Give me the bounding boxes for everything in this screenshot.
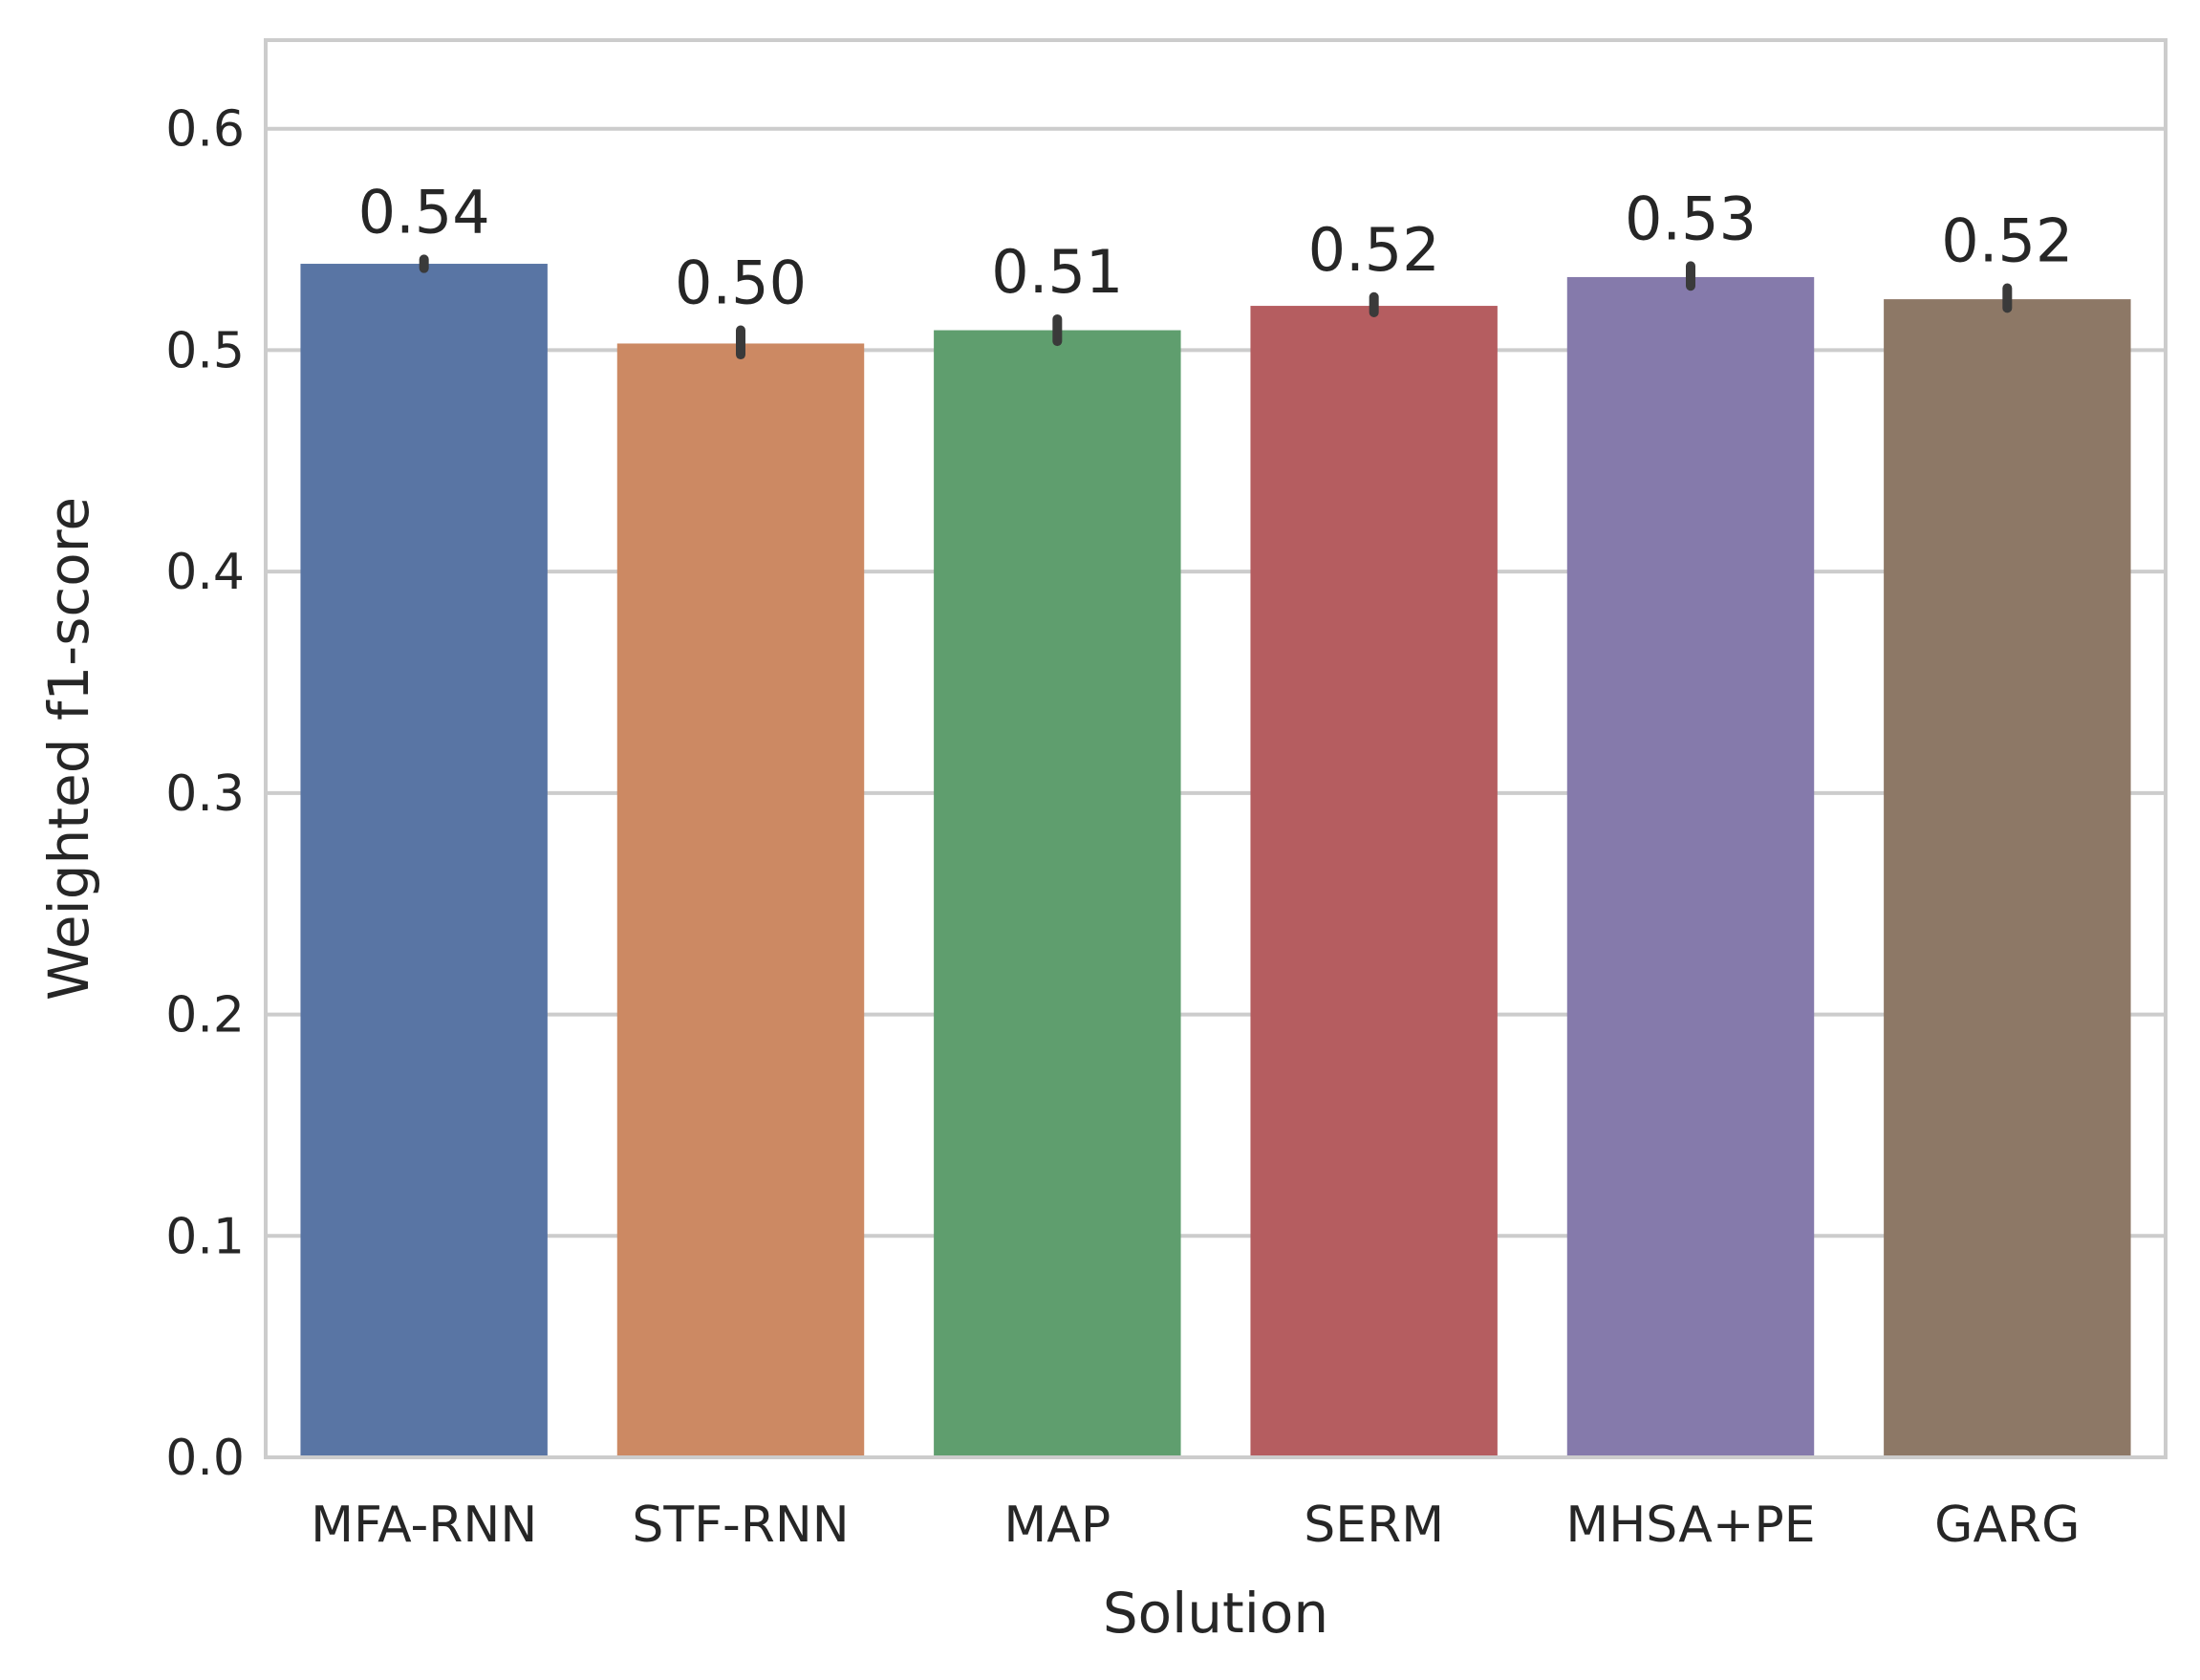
x-tick-label: MFA-RNN xyxy=(311,1497,537,1554)
plot-frame xyxy=(264,38,2168,1459)
y-tick-label: 0.3 xyxy=(165,765,245,823)
x-axis-label: Solution xyxy=(1103,1581,1328,1646)
y-tick-labels: 0.0 0.1 0.2 0.3 0.4 0.5 0.6 xyxy=(165,101,245,1487)
x-tick-labels: MFA-RNN STF-RNN MAP SERM MHSA+PE GARG xyxy=(311,1497,2080,1554)
x-tick-label: SERM xyxy=(1304,1497,1444,1554)
value-labels: 0.54 0.50 0.51 0.52 0.53 0.52 xyxy=(358,177,2074,317)
y-tick-label: 0.5 xyxy=(165,322,245,379)
value-label: 0.52 xyxy=(1308,215,1440,285)
x-tick-label: MAP xyxy=(1003,1497,1111,1554)
value-label: 0.53 xyxy=(1625,183,1757,253)
value-label: 0.52 xyxy=(1941,206,2073,276)
value-label: 0.51 xyxy=(991,237,1123,307)
bar xyxy=(1566,276,1815,1457)
bar xyxy=(1250,306,1498,1457)
y-tick-label: 0.2 xyxy=(165,987,245,1045)
bar xyxy=(300,264,548,1458)
x-tick-label: STF-RNN xyxy=(632,1497,849,1554)
error-bars xyxy=(419,254,2013,360)
y-tick-label: 0.1 xyxy=(165,1208,245,1265)
bar xyxy=(1884,299,2131,1457)
value-label: 0.50 xyxy=(675,248,807,318)
value-label: 0.54 xyxy=(358,177,490,247)
y-tick-label: 0.4 xyxy=(165,544,245,601)
x-tick-label: MHSA+PE xyxy=(1565,1497,1815,1554)
y-axis-label: Weighted f1-score xyxy=(36,497,101,1001)
y-tick-label: 0.0 xyxy=(165,1430,245,1487)
bars xyxy=(300,264,2131,1458)
x-tick-label: GARG xyxy=(1934,1497,2080,1554)
gridlines xyxy=(266,126,2166,1459)
bar xyxy=(934,330,1181,1458)
y-tick-label: 0.6 xyxy=(165,101,245,159)
bar xyxy=(616,343,865,1457)
